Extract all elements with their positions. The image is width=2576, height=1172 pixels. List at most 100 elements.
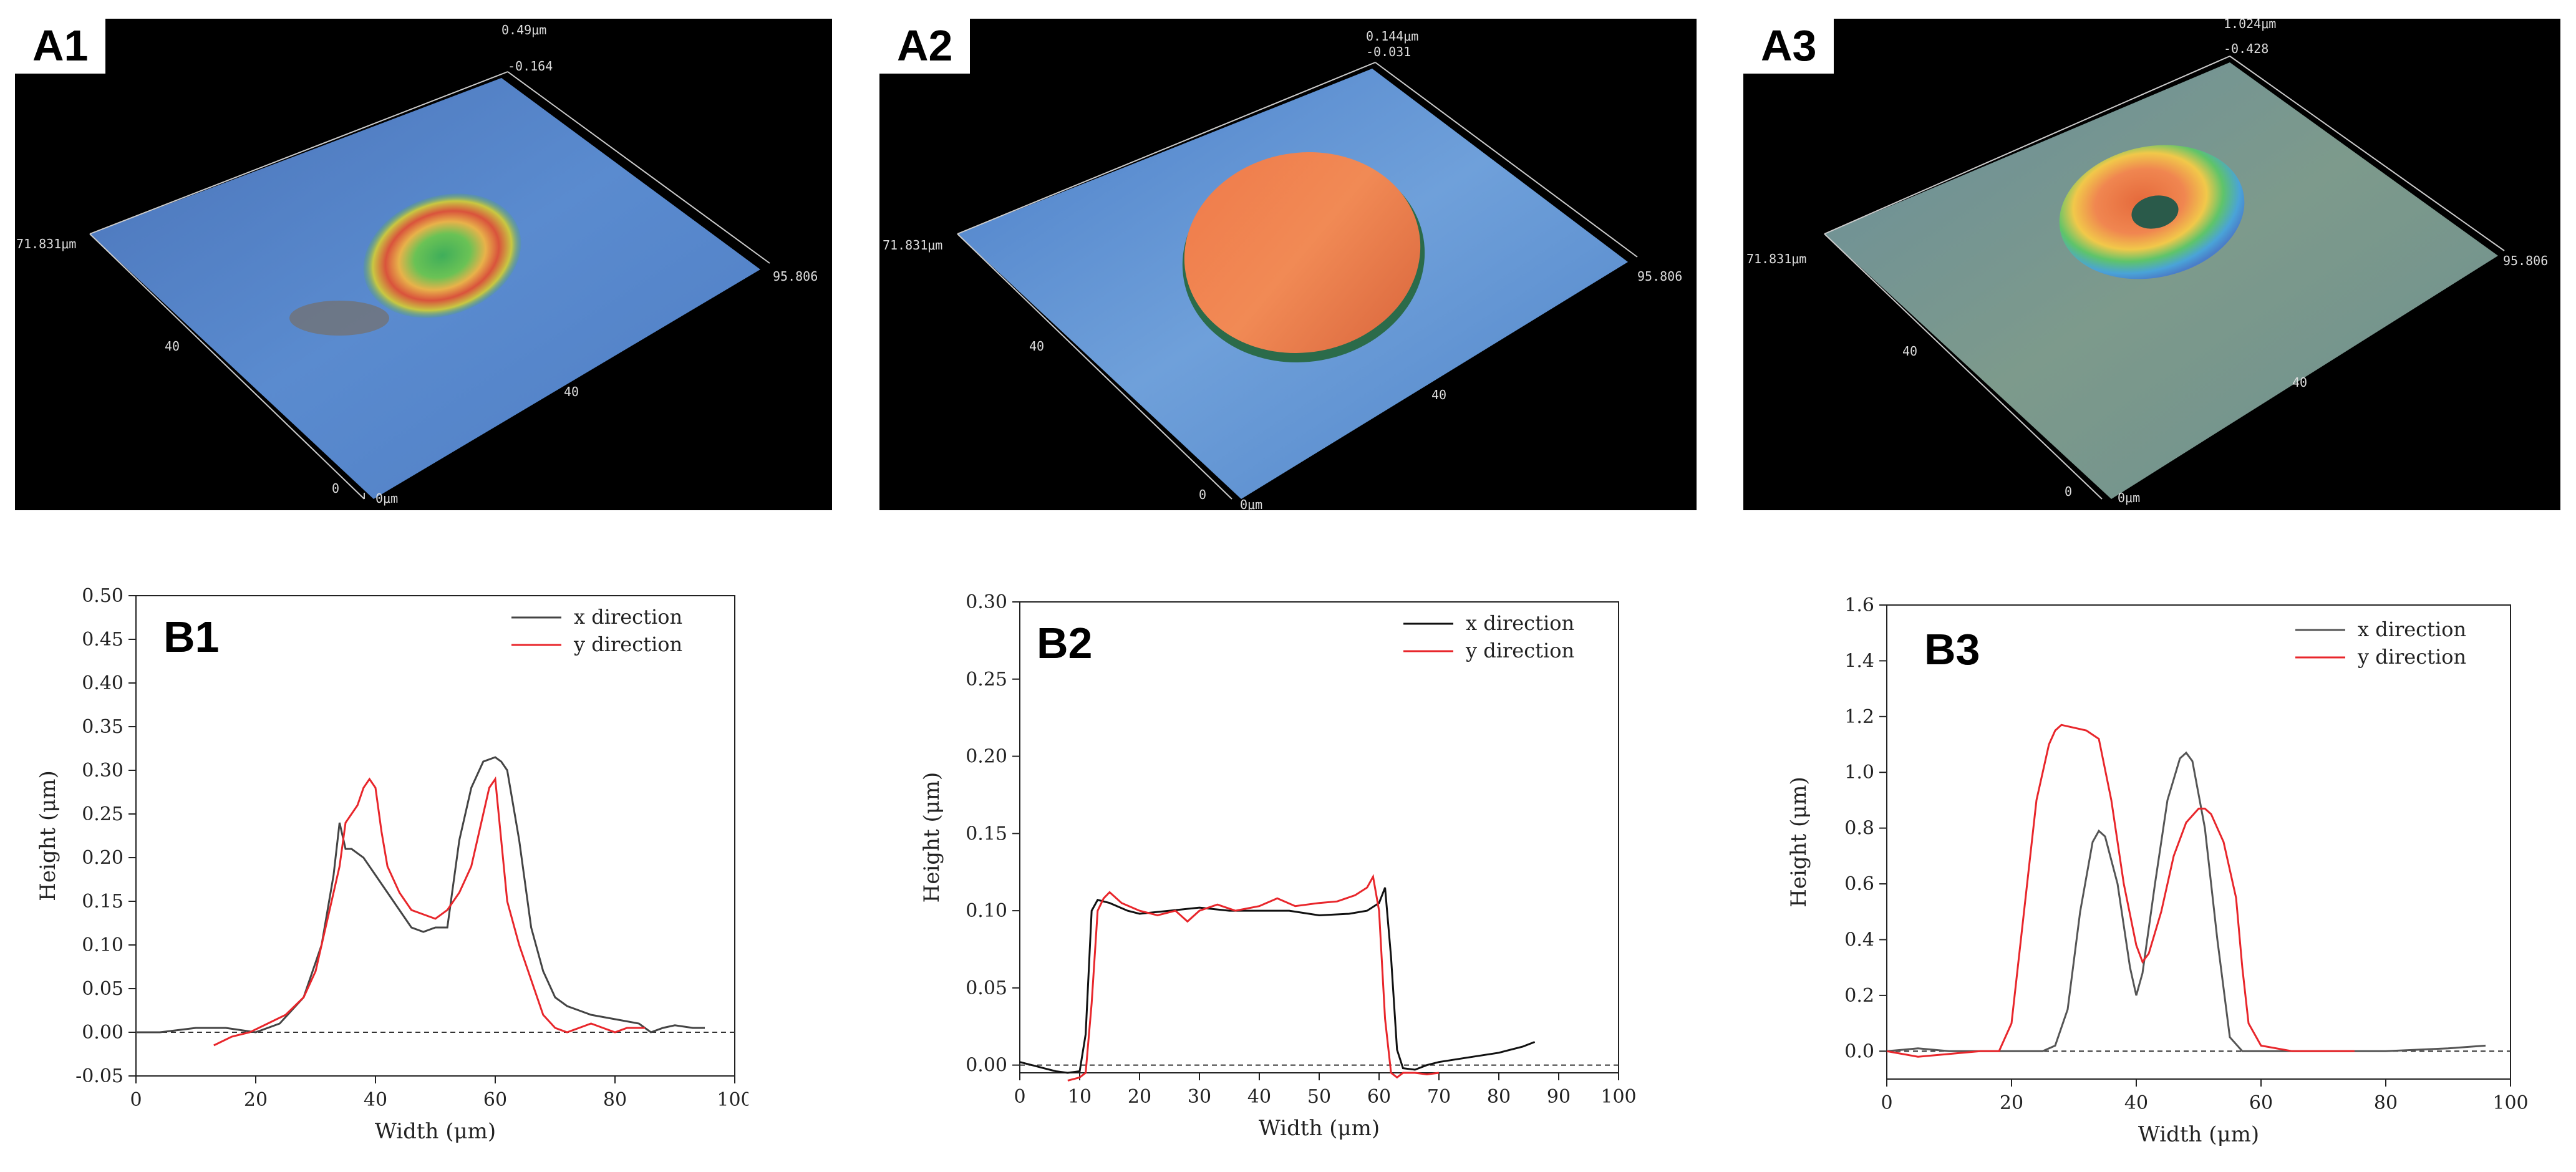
x-axis-label: Width (μm) bbox=[1259, 1116, 1380, 1141]
series-line-y-direction bbox=[1886, 724, 2355, 1058]
z-max-label: 0.49μm bbox=[501, 22, 546, 37]
y-tick-label: 0.05 bbox=[82, 978, 123, 1000]
z-max-label: 0.144μm bbox=[1366, 29, 1418, 44]
x-tick-label: 100 bbox=[717, 1089, 748, 1111]
x-tick-label: 40 bbox=[2124, 1092, 2148, 1114]
surface-render-a1: 0.49μm -0.164 71.831μm 95.806 40 40 0 0μ… bbox=[16, 22, 818, 506]
x-tick-label: 40 bbox=[1247, 1086, 1271, 1108]
x-tick-label: 60 bbox=[483, 1089, 507, 1111]
y-tick-label: 0.10 bbox=[82, 934, 123, 956]
y-tick-label: 0.45 bbox=[82, 629, 123, 651]
x-tick-label: 0 bbox=[1881, 1092, 1892, 1114]
plot-frame bbox=[135, 595, 735, 1077]
origin-xy-label: 0μm bbox=[1240, 497, 1262, 510]
chart-label-b1: B1 bbox=[163, 613, 219, 661]
y-tick-label: 0.15 bbox=[82, 891, 123, 913]
x-tick-label: 20 bbox=[2000, 1092, 2023, 1114]
x-tick-label: 40 bbox=[364, 1089, 387, 1111]
surface-render-a2: 0.144μm -0.031 71.831μm 95.806 40 40 0 0… bbox=[883, 29, 1682, 510]
legend-label: y direction bbox=[1465, 639, 1574, 662]
y-tick-label: 0.0 bbox=[1844, 1040, 1874, 1062]
x-tick-label: 30 bbox=[1188, 1086, 1211, 1108]
legend-label: x direction bbox=[1466, 611, 1574, 635]
x-tick-label: 80 bbox=[1487, 1086, 1511, 1108]
y-tick-label: 0.20 bbox=[82, 847, 123, 869]
x-tick-label: 50 bbox=[1307, 1086, 1331, 1108]
surface-panel-a1: 0.49μm -0.164 71.831μm 95.806 40 40 0 0μ… bbox=[15, 19, 832, 510]
x-tick-label: 0 bbox=[1014, 1086, 1025, 1108]
y-axis-label: Height (μm) bbox=[919, 772, 944, 903]
tick-x-40: 40 bbox=[1431, 387, 1446, 402]
y-length-label: 71.831μm bbox=[16, 236, 76, 251]
plot-frame bbox=[1886, 604, 2511, 1080]
x-tick-label: 10 bbox=[1068, 1086, 1092, 1108]
x-length-label: 95.806 bbox=[2503, 253, 2548, 268]
x-length-label: 95.806 bbox=[773, 269, 818, 284]
series-line-x-direction bbox=[1019, 887, 1536, 1074]
panel-label-a1: A1 bbox=[15, 19, 106, 74]
y-tick-label: 0.05 bbox=[966, 977, 1007, 999]
x-tick-label: 90 bbox=[1547, 1086, 1571, 1108]
legend-label: x direction bbox=[2358, 617, 2466, 641]
y-tick-label: 0.35 bbox=[82, 716, 123, 738]
x-tick-label: 80 bbox=[2374, 1092, 2398, 1114]
x-tick-label: 20 bbox=[1128, 1086, 1151, 1108]
x-tick-label: 70 bbox=[1427, 1086, 1451, 1108]
y-tick-label: 0.40 bbox=[82, 672, 123, 694]
y-tick-label: 0.4 bbox=[1844, 929, 1874, 951]
y-tick-label: 0.8 bbox=[1844, 818, 1874, 840]
y-length-label: 71.831μm bbox=[883, 238, 942, 253]
origin-z-label: 0 bbox=[1199, 487, 1206, 502]
series-line-x-direction bbox=[1886, 751, 2486, 1052]
surface-render-a3: 1.024μm -0.428 71.831μm 95.806 40 40 0 0… bbox=[1746, 19, 2548, 505]
y-tick-label: 1.4 bbox=[1844, 650, 1874, 672]
origin-z-label: 0 bbox=[2065, 484, 2072, 499]
series-line-y-direction bbox=[213, 776, 645, 1047]
y-tick-label: 0.00 bbox=[82, 1022, 123, 1044]
tick-y-40: 40 bbox=[1902, 344, 1917, 359]
y-tick-label: 1.6 bbox=[1844, 594, 1874, 616]
z-min-label: -0.164 bbox=[508, 59, 553, 74]
z-min-label: -0.428 bbox=[2224, 41, 2269, 56]
chart-b1: B1 -0.05 0.00 0.05 0.10 0.15 0.20 0.25 0.30 0.35… bbox=[0, 561, 748, 1160]
y-tick-label: 0.2 bbox=[1844, 985, 1874, 1007]
surface-panel-a2: 0.144μm -0.031 71.831μm 95.806 40 40 0 0… bbox=[879, 19, 1697, 510]
y-tick-label: 0.30 bbox=[966, 591, 1007, 613]
series-line-x-direction bbox=[136, 756, 705, 1034]
x-axis-label: Width (μm) bbox=[375, 1119, 496, 1144]
tick-x-40: 40 bbox=[564, 384, 579, 399]
chart-label-b3: B3 bbox=[1924, 625, 1980, 674]
y-tick-label: 1.0 bbox=[1844, 762, 1874, 783]
chart-b3: B3 0.0 0.2 0.4 0.6 0.8 1.0 1.2 1.4 1.6 0 20 40 60 80 1… bbox=[1771, 561, 2564, 1160]
y-tick-label: 0.00 bbox=[966, 1055, 1007, 1077]
y-tick-label: -0.05 bbox=[75, 1065, 123, 1087]
x-tick-label: 20 bbox=[244, 1089, 268, 1111]
origin-z-label: 0 bbox=[332, 481, 339, 496]
series-line-y-direction bbox=[1067, 874, 1440, 1082]
x-tick-label: 0 bbox=[130, 1089, 142, 1111]
legend-label: y direction bbox=[573, 632, 682, 656]
y-axis-label: Height (μm) bbox=[1786, 777, 1811, 908]
origin-xy-label: 0μm bbox=[2118, 490, 2140, 505]
legend-label: x direction bbox=[574, 605, 682, 629]
z-min-label: -0.031 bbox=[1366, 44, 1411, 59]
tick-y-40: 40 bbox=[1029, 339, 1044, 354]
plot-frame bbox=[1019, 601, 1619, 1073]
panel-label-a2: A2 bbox=[879, 19, 971, 74]
chart-b3-svg: B3 0.0 0.2 0.4 0.6 0.8 1.0 1.2 1.4 1.6 0 20 40 60 80 1… bbox=[1786, 594, 2529, 1147]
y-tick-label: 1.2 bbox=[1844, 706, 1874, 728]
chart-b2-svg: B2 0.00 0.05 0.10 0.15 0.20 0.25 0.30 0 10 20 30 40… bbox=[919, 591, 1637, 1141]
panel-label-a3: A3 bbox=[1743, 19, 1834, 74]
y-axis-label: Height (μm) bbox=[36, 770, 61, 901]
y-tick-label: 0.25 bbox=[966, 669, 1007, 690]
z-max-label: 1.024μm bbox=[2224, 19, 2276, 31]
legend-label: y direction bbox=[2357, 645, 2466, 669]
x-axis-label: Width (μm) bbox=[2138, 1122, 2259, 1147]
chart-label-b2: B2 bbox=[1037, 619, 1092, 667]
y-tick-label: 0.10 bbox=[966, 900, 1007, 922]
x-tick-label: 60 bbox=[2249, 1092, 2273, 1114]
y-length-label: 71.831μm bbox=[1746, 251, 1806, 266]
origin-xy-label: 0μm bbox=[375, 491, 398, 506]
surface-panel-a3: 1.024μm -0.428 71.831μm 95.806 40 40 0 0… bbox=[1743, 19, 2560, 510]
x-tick-label: 80 bbox=[603, 1089, 627, 1111]
